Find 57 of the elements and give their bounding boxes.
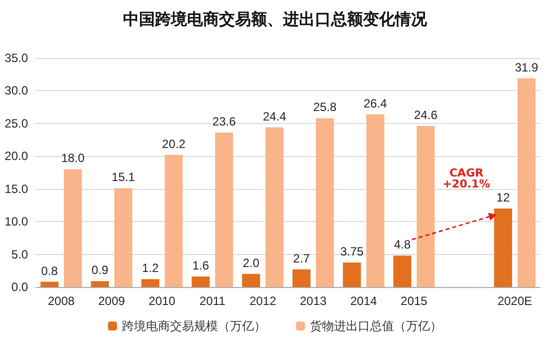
y-tick-label: 25.0 <box>4 116 28 130</box>
data-label: 0.9 <box>92 263 109 278</box>
data-label: 0.8 <box>41 264 58 278</box>
x-tick-label: 2009 <box>98 294 126 308</box>
data-label: 1.6 <box>192 258 210 273</box>
y-tick-label: 10.0 <box>4 214 28 229</box>
bar <box>416 126 435 287</box>
data-label: 26.4 <box>364 96 388 110</box>
data-label: 31.9 <box>514 60 538 74</box>
data-label: 3.75 <box>340 244 364 258</box>
bar <box>316 118 334 287</box>
x-tick-label: 2014 <box>350 294 378 308</box>
bar <box>494 208 512 287</box>
data-label: 24.4 <box>262 109 286 124</box>
y-tick-label: 15.0 <box>4 182 28 196</box>
data-label: 25.8 <box>313 100 337 114</box>
legend-label: 跨境电商交易规模（万亿） <box>122 319 266 333</box>
bar <box>266 127 284 287</box>
y-tick-label: 5.0 <box>11 247 28 262</box>
bar <box>90 281 109 287</box>
bar <box>215 132 234 287</box>
legend-label: 货物进出口总值（万亿） <box>310 319 442 333</box>
bar <box>192 276 210 287</box>
bar <box>242 274 260 287</box>
data-label: 4.8 <box>394 238 411 252</box>
x-tick-label: 2012 <box>249 294 276 308</box>
x-tick-label: 2015 <box>400 294 428 308</box>
x-tick-label: 2011 <box>199 294 226 308</box>
bar <box>518 78 536 287</box>
bar <box>164 154 183 287</box>
x-tick-label: 2020E <box>497 294 532 308</box>
bar <box>40 282 58 287</box>
bar <box>366 114 384 287</box>
y-tick-label: 35.0 <box>4 51 28 65</box>
bar <box>114 188 132 287</box>
data-label: 23.6 <box>212 114 236 129</box>
y-tick-label: 30.0 <box>4 84 28 98</box>
annotation: CAGR +20.1% <box>442 166 490 191</box>
data-label: 24.6 <box>414 108 438 122</box>
x-tick-label: 2008 <box>48 294 75 308</box>
x-tick-label: 2010 <box>148 294 176 308</box>
bar <box>292 269 310 287</box>
x-tick-label: 2013 <box>300 294 327 308</box>
data-label: 2.0 <box>242 256 260 270</box>
bar <box>64 169 82 287</box>
data-label: 18.0 <box>61 151 85 166</box>
y-tick-label: 20.0 <box>4 149 28 164</box>
bar <box>342 262 361 287</box>
chart-title: 中国跨境电商交易额、进出口总额变化情况 <box>123 10 428 28</box>
data-label: 20.2 <box>162 136 186 151</box>
data-label: 15.1 <box>112 170 136 184</box>
y-tick-label: 0.0 <box>11 280 28 294</box>
bar <box>393 256 412 287</box>
bar <box>141 279 160 287</box>
data-label: 2.7 <box>293 251 310 266</box>
data-label: 1.2 <box>142 261 159 276</box>
data-label: 12 <box>496 190 510 204</box>
